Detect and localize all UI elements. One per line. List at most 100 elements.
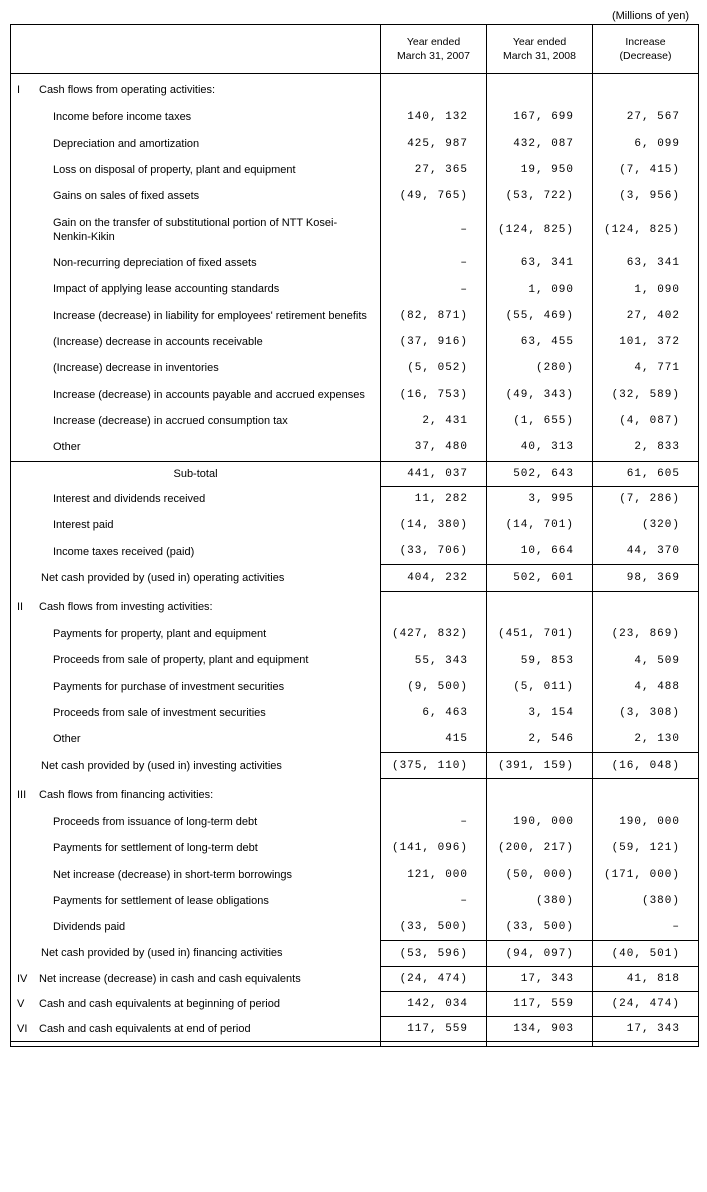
cell: – xyxy=(593,914,699,940)
cell: 4, 488 xyxy=(593,674,699,700)
section-6-row: VICash and cash equivalents at end of pe… xyxy=(11,1017,699,1042)
cell: (32, 589) xyxy=(593,382,699,408)
cell: 140, 132 xyxy=(381,104,487,130)
cell: 3, 154 xyxy=(487,700,593,726)
cell: (14, 380) xyxy=(381,512,487,538)
cell: (55, 469) xyxy=(487,303,593,329)
section-6-title: Cash and cash equivalents at end of peri… xyxy=(39,1023,374,1035)
table-row: Payments for settlement of lease obligat… xyxy=(11,888,699,914)
row-label: Payments for settlement of long-term deb… xyxy=(17,841,374,855)
row-label: Payments for property, plant and equipme… xyxy=(17,627,374,641)
cell: 142, 034 xyxy=(381,992,487,1017)
cell: (14, 701) xyxy=(487,512,593,538)
row-label: Increase (decrease) in accrued consumpti… xyxy=(17,414,374,428)
table-row: Proceeds from sale of investment securit… xyxy=(11,700,699,726)
cell: (24, 474) xyxy=(593,992,699,1017)
unit-label: (Millions of yen) xyxy=(10,10,697,22)
table-row: (Increase) decrease in inventories (5, 05… xyxy=(11,355,699,381)
cell: (33, 500) xyxy=(487,914,593,940)
roman-5: V xyxy=(17,998,39,1010)
row-label: Income before income taxes xyxy=(17,110,374,124)
cell: 134, 903 xyxy=(487,1017,593,1042)
row-label: Impact of applying lease accounting stan… xyxy=(17,282,374,296)
cell: 121, 000 xyxy=(381,862,487,888)
row-label: Depreciation and amortization xyxy=(17,137,374,151)
cell: (375, 110) xyxy=(381,753,487,779)
cell: (33, 706) xyxy=(381,539,487,565)
cell: (200, 217) xyxy=(487,835,593,861)
section-1-header: ICash flows from operating activities: xyxy=(11,74,699,105)
cell: (53, 722) xyxy=(487,183,593,209)
table-row: Interest and dividends received11, 2823,… xyxy=(11,486,699,512)
section-3-header: IIICash flows from financing activities: xyxy=(11,779,699,809)
cell: 59, 853 xyxy=(487,647,593,673)
table-row: Increase (decrease) in accounts payable … xyxy=(11,382,699,408)
cell: 2, 546 xyxy=(487,726,593,752)
cell: (16, 048) xyxy=(593,753,699,779)
cell: (5, 011) xyxy=(487,674,593,700)
row-label: Net increase (decrease) in short-term bo… xyxy=(17,868,374,882)
header-col1: Year endedMarch 31, 2007 xyxy=(381,25,487,74)
net-row: Net cash provided by (used in) financing… xyxy=(11,940,699,966)
cell: (16, 753) xyxy=(381,382,487,408)
roman-2: II xyxy=(17,601,39,613)
table-row: Dividends paid(33, 500)(33, 500)– xyxy=(11,914,699,940)
cell: 4, 509 xyxy=(593,647,699,673)
cell: 3, 995 xyxy=(487,486,593,512)
cashflow-table: Year endedMarch 31, 2007 Year endedMarch… xyxy=(10,24,699,1047)
cell: (7, 286) xyxy=(593,486,699,512)
cell: (49, 343) xyxy=(487,382,593,408)
cell: (23, 869) xyxy=(593,621,699,647)
subtotal-label: Sub-total xyxy=(17,468,374,480)
header-col3: Increase(Decrease) xyxy=(593,25,699,74)
cell: 190, 000 xyxy=(593,809,699,835)
row-label: Proceeds from sale of investment securit… xyxy=(17,706,374,720)
cell: 167, 699 xyxy=(487,104,593,130)
cell: (124, 825) xyxy=(487,210,593,251)
cell: (3, 308) xyxy=(593,700,699,726)
cell: 404, 232 xyxy=(381,565,487,591)
cell: (5, 052) xyxy=(381,355,487,381)
net-label: Net cash provided by (used in) investing… xyxy=(17,759,374,773)
cell: (1, 655) xyxy=(487,408,593,434)
section-5-row: VCash and cash equivalents at beginning … xyxy=(11,992,699,1017)
table-row: Gains on sales of fixed assets(49, 765)(… xyxy=(11,183,699,209)
row-label: Loss on disposal of property, plant and … xyxy=(17,163,374,177)
footer-spacer xyxy=(11,1042,699,1047)
cell: 55, 343 xyxy=(381,647,487,673)
cell: (37, 916) xyxy=(381,329,487,355)
table-row: Loss on disposal of property, plant and … xyxy=(11,157,699,183)
section-5-title: Cash and cash equivalents at beginning o… xyxy=(39,998,374,1010)
cell: 6, 463 xyxy=(381,700,487,726)
table-row: (Increase) decrease in accounts receivab… xyxy=(11,329,699,355)
row-label: (Increase) decrease in inventories xyxy=(17,361,374,375)
section-3-title: Cash flows from financing activities: xyxy=(39,789,374,801)
header-blank xyxy=(11,25,381,74)
cell: (124, 825) xyxy=(593,210,699,251)
cell: 17, 343 xyxy=(593,1017,699,1042)
net-label: Net cash provided by (used in) financing… xyxy=(17,946,374,960)
row-label: Payments for purchase of investment secu… xyxy=(17,680,374,694)
cell: 101, 372 xyxy=(593,329,699,355)
cell: – xyxy=(381,888,487,914)
cell: 6, 099 xyxy=(593,131,699,157)
cell: (53, 596) xyxy=(381,940,487,966)
cell: 63, 455 xyxy=(487,329,593,355)
section-2-title: Cash flows from investing activities: xyxy=(39,601,374,613)
cell: (3, 956) xyxy=(593,183,699,209)
cell: 27, 402 xyxy=(593,303,699,329)
table-header-row: Year endedMarch 31, 2007 Year endedMarch… xyxy=(11,25,699,74)
table-row: Other37, 48040, 3132, 833 xyxy=(11,434,699,461)
table-row: Proceeds from issuance of long-term debt… xyxy=(11,809,699,835)
table-row: Non-recurring depreciation of fixed asse… xyxy=(11,250,699,276)
cell: (40, 501) xyxy=(593,940,699,966)
section-2-header: IICash flows from investing activities: xyxy=(11,591,699,621)
row-label: Dividends paid xyxy=(17,920,374,934)
cell: (7, 415) xyxy=(593,157,699,183)
row-label: Gains on sales of fixed assets xyxy=(17,189,374,203)
cell: 432, 087 xyxy=(487,131,593,157)
cell: 27, 567 xyxy=(593,104,699,130)
table-row: Net increase (decrease) in short-term bo… xyxy=(11,862,699,888)
row-label: (Increase) decrease in accounts receivab… xyxy=(17,335,374,349)
row-label: Interest and dividends received xyxy=(17,492,374,506)
